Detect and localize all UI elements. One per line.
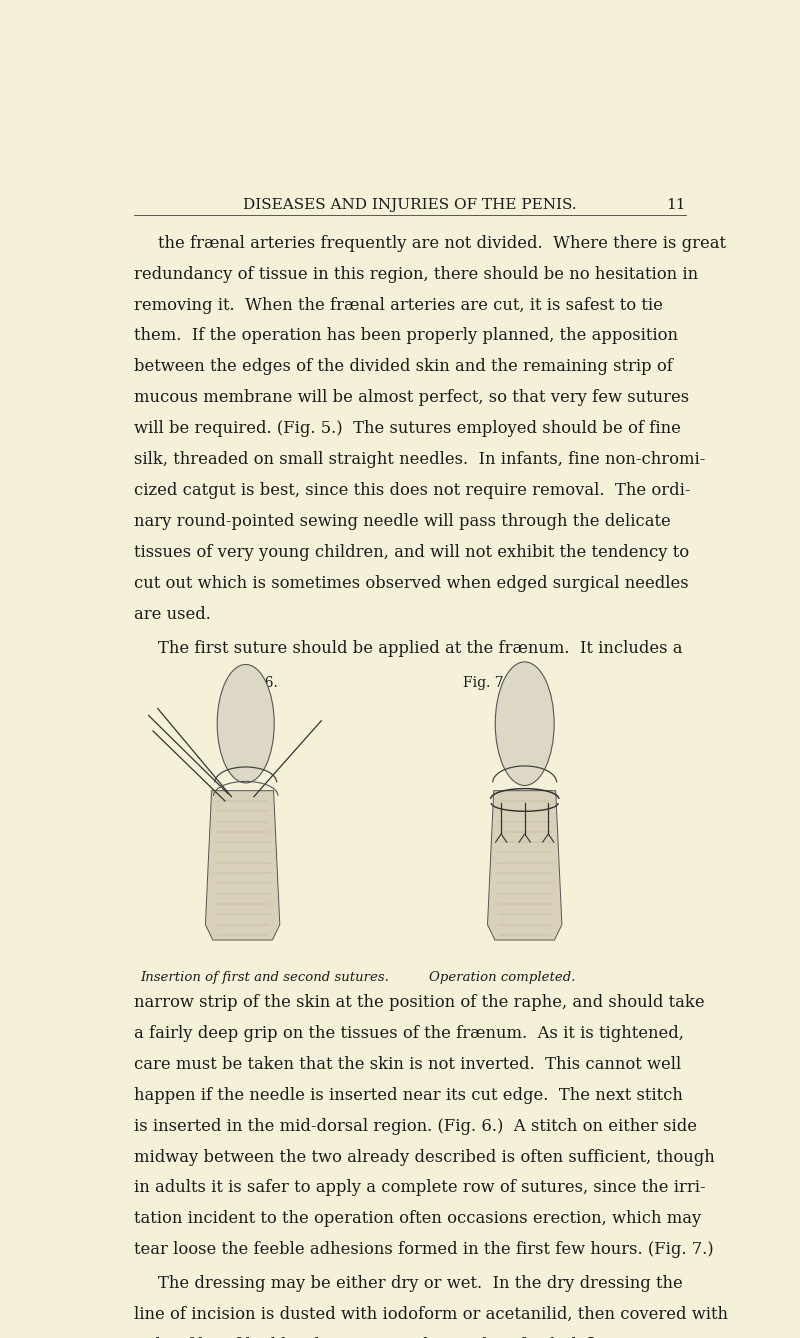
Text: in adults it is safer to apply a complete row of sutures, since the irri-: in adults it is safer to apply a complet… — [134, 1180, 706, 1196]
Text: Insertion of first and second sutures.: Insertion of first and second sutures. — [140, 971, 389, 985]
Text: is inserted in the mid-dorsal region. (Fig. 6.)  A stitch on either side: is inserted in the mid-dorsal region. (F… — [134, 1117, 697, 1135]
Text: The dressing may be either dry or wet.  In the dry dressing the: The dressing may be either dry or wet. I… — [158, 1275, 682, 1293]
Ellipse shape — [495, 662, 554, 785]
Text: cut out which is sometimes observed when edged surgical needles: cut out which is sometimes observed when… — [134, 575, 689, 591]
Text: tear loose the feeble adhesions formed in the first few hours. (Fig. 7.): tear loose the feeble adhesions formed i… — [134, 1242, 714, 1258]
Text: silk, threaded on small straight needles.  In infants, fine non-chromi-: silk, threaded on small straight needles… — [134, 451, 706, 468]
Text: The first suture should be applied at the frænum.  It includes a: The first suture should be applied at th… — [158, 640, 682, 657]
Text: Fig. 7.: Fig. 7. — [462, 676, 507, 689]
Text: cized catgut is best, since this does not require removal.  The ordi-: cized catgut is best, since this does no… — [134, 482, 690, 499]
Text: happen if the needle is inserted near its cut edge.  The next stitch: happen if the needle is inserted near it… — [134, 1086, 683, 1104]
Text: Operation completed.: Operation completed. — [429, 971, 575, 985]
Text: 11: 11 — [666, 198, 686, 211]
Polygon shape — [206, 791, 280, 941]
Text: tissues of very young children, and will not exhibit the tendency to: tissues of very young children, and will… — [134, 543, 690, 561]
Text: Fig. 6.: Fig. 6. — [234, 676, 278, 689]
Text: DISEASES AND INJURIES OF THE PENIS.: DISEASES AND INJURIES OF THE PENIS. — [243, 198, 577, 211]
Text: redundancy of tissue in this region, there should be no hesitation in: redundancy of tissue in this region, the… — [134, 266, 698, 282]
Text: mucous membrane will be almost perfect, so that very few sutures: mucous membrane will be almost perfect, … — [134, 389, 690, 407]
Text: narrow strip of the skin at the position of the raphe, and should take: narrow strip of the skin at the position… — [134, 994, 705, 1012]
Text: tation incident to the operation often occasions erection, which may: tation incident to the operation often o… — [134, 1211, 702, 1227]
Text: the frænal arteries frequently are not divided.  Where there is great: the frænal arteries frequently are not d… — [158, 234, 726, 252]
Text: midway between the two already described is often sufficient, though: midway between the two already described… — [134, 1148, 715, 1165]
Polygon shape — [487, 791, 562, 941]
Text: will be required. (Fig. 5.)  The sutures employed should be of fine: will be required. (Fig. 5.) The sutures … — [134, 420, 681, 438]
Ellipse shape — [217, 665, 274, 783]
Text: removing it.  When the frænal arteries are cut, it is safest to tie: removing it. When the frænal arteries ar… — [134, 297, 663, 313]
Text: line of incision is dusted with iodoform or acetanilid, then covered with: line of incision is dusted with iodoform… — [134, 1306, 728, 1323]
Text: care must be taken that the skin is not inverted.  This cannot well: care must be taken that the skin is not … — [134, 1056, 682, 1073]
Text: between the edges of the divided skin and the remaining strip of: between the edges of the divided skin an… — [134, 359, 673, 376]
Text: nary round-pointed sewing needle will pass through the delicate: nary round-pointed sewing needle will pa… — [134, 512, 671, 530]
Text: them.  If the operation has been properly planned, the apposition: them. If the operation has been properly… — [134, 328, 678, 344]
Text: are used.: are used. — [134, 606, 211, 622]
Text: a fairly deep grip on the tissues of the frænum.  As it is tightened,: a fairly deep grip on the tissues of the… — [134, 1025, 684, 1042]
